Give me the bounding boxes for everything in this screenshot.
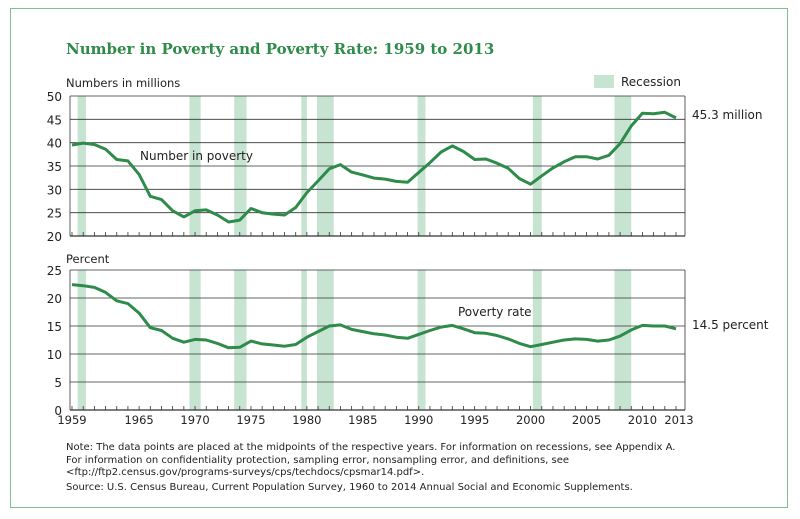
y-tick-label: 40 xyxy=(47,137,62,151)
x-tick-label: 2005 xyxy=(572,413,601,427)
y-tick-label: 25 xyxy=(47,207,62,221)
y-tick-label: 35 xyxy=(47,160,62,174)
x-tick-label: 1970 xyxy=(180,413,209,427)
recession-band xyxy=(532,270,542,410)
x-tick-label: 2010 xyxy=(628,413,657,427)
x-tick-label: 1959 xyxy=(57,413,86,427)
y-axis-label: Percent xyxy=(66,252,110,266)
recession-band xyxy=(316,270,334,410)
recession-band xyxy=(417,270,426,410)
note-line-2: For information on confidentiality prote… xyxy=(66,454,570,466)
y-tick-label: 25 xyxy=(47,264,62,278)
note-line-1: Note: The data points are placed at the … xyxy=(66,442,676,453)
recession-band xyxy=(234,270,247,410)
y-tick-label: 50 xyxy=(47,90,62,104)
figure-frame xyxy=(10,8,788,508)
y-tick-label: 0 xyxy=(54,404,62,418)
y-axis-label: Numbers in millions xyxy=(66,76,180,90)
x-tick-label: 1965 xyxy=(124,413,153,427)
y-tick-label: 5 xyxy=(54,376,62,390)
y-tick-label: 45 xyxy=(47,113,62,127)
y-tick-label: 30 xyxy=(47,183,62,197)
x-tick-label: 2013 xyxy=(664,413,693,427)
x-tick-label: 1975 xyxy=(236,413,265,427)
y-tick-label: 20 xyxy=(47,292,62,306)
series-label: Poverty rate xyxy=(458,305,532,319)
end-value-label: 45.3 million xyxy=(692,108,763,122)
x-tick-label: 1980 xyxy=(292,413,321,427)
source-note: Source: U.S. Census Bureau, Current Popu… xyxy=(66,482,633,493)
y-tick-label: 20 xyxy=(47,230,62,244)
series-line xyxy=(71,110,677,224)
x-tick-label: 1985 xyxy=(348,413,377,427)
series-label: Number in poverty xyxy=(140,149,253,163)
x-tick-label: 1995 xyxy=(460,413,489,427)
y-tick-label: 10 xyxy=(47,348,62,362)
chart-title: Number in Poverty and Poverty Rate: 1959… xyxy=(66,40,495,58)
note-line-3: <ftp://ftp2.census.gov/programs-surveys/… xyxy=(66,467,425,478)
legend-recession-swatch xyxy=(594,75,614,88)
recession-band xyxy=(614,270,632,410)
recession-band xyxy=(77,270,86,410)
end-value-label: 14.5 percent xyxy=(692,318,769,332)
x-tick-label: 2000 xyxy=(516,413,545,427)
series-line xyxy=(71,283,677,350)
legend-recession-label: Recession xyxy=(621,75,681,89)
y-tick-label: 15 xyxy=(47,320,62,334)
x-tick-label: 1990 xyxy=(404,413,433,427)
